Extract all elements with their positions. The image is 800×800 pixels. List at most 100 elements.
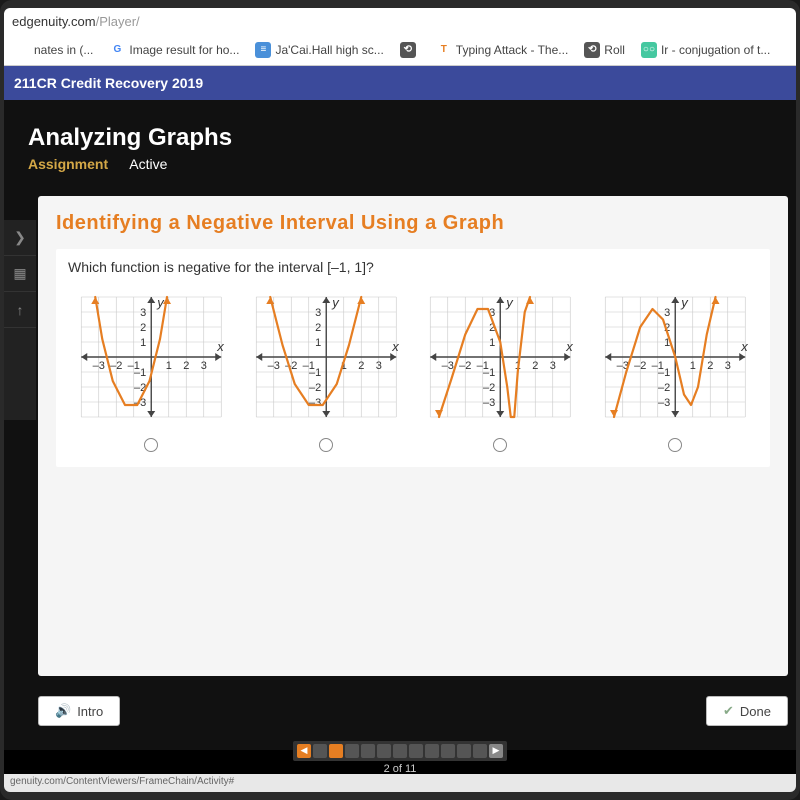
pager-prev[interactable]: ◀	[297, 744, 311, 758]
svg-text:x: x	[565, 339, 573, 354]
bookmark-item[interactable]: ≡Ja'Cai.Hall high sc...	[249, 40, 389, 60]
svg-text:–3: –3	[442, 360, 454, 372]
radio-button[interactable]	[668, 438, 682, 452]
question-text: Which function is negative for the inter…	[68, 259, 758, 275]
bookmark-icon: ⟲	[584, 42, 600, 58]
bookmark-label: Roll	[604, 43, 625, 57]
pager-box[interactable]	[409, 744, 423, 758]
pager-box[interactable]	[377, 744, 391, 758]
url-text: edgenuity.com/Player/	[12, 14, 140, 29]
svg-text:2: 2	[315, 322, 321, 334]
pager-box[interactable]	[329, 744, 343, 758]
svg-text:x: x	[391, 339, 399, 354]
graph: –3–2–1123–3–2–1123xy	[417, 287, 584, 427]
svg-text:–2: –2	[483, 382, 495, 394]
done-label: Done	[740, 704, 771, 719]
bookmark-item[interactable]: TTyping Attack - The...	[430, 40, 575, 60]
bookmarks-bar: nates in (... G Image result for ho... ≡Ja'…	[4, 34, 796, 66]
bookmark-item[interactable]: ⟲ Roll	[578, 40, 631, 60]
svg-text:3: 3	[375, 360, 381, 372]
bookmark-item[interactable]: ⟲	[394, 40, 426, 60]
svg-text:1: 1	[315, 337, 321, 349]
svg-text:3: 3	[550, 360, 556, 372]
check-icon: ✔	[723, 703, 734, 719]
svg-text:–2: –2	[658, 382, 670, 394]
monitor-frame: edgenuity.com/Player/ nates in (... G Imag…	[0, 0, 800, 800]
page-subtitle: Assignment Active	[28, 156, 772, 172]
svg-text:1: 1	[689, 360, 695, 372]
pager-box[interactable]	[345, 744, 359, 758]
question-box: Which function is negative for the inter…	[56, 249, 770, 467]
svg-text:–1: –1	[658, 367, 670, 379]
intro-button[interactable]: 🔊 Intro	[38, 696, 120, 726]
svg-text:3: 3	[140, 307, 146, 319]
pager-box[interactable]	[313, 744, 327, 758]
graph-option[interactable]: –3–2–1123–3–2–1123xy	[592, 287, 759, 457]
bookmark-item[interactable]: G Image result for ho...	[103, 40, 245, 60]
content-card: Identifying a Negative Interval Using a …	[38, 196, 788, 676]
pager-box[interactable]	[361, 744, 375, 758]
rail-icon-2[interactable]: ▦	[4, 256, 36, 292]
svg-text:–2: –2	[634, 360, 646, 372]
svg-text:–3: –3	[93, 360, 105, 372]
svg-text:x: x	[740, 339, 748, 354]
svg-text:–3: –3	[267, 360, 279, 372]
bookmark-item[interactable]: ○○Ir - conjugation of t...	[635, 40, 776, 60]
course-title-bar: 211CR Credit Recovery 2019	[4, 66, 796, 100]
done-button[interactable]: ✔ Done	[706, 696, 788, 726]
bookmark-label: Image result for ho...	[129, 43, 239, 57]
intro-label: Intro	[77, 704, 103, 719]
svg-text:1: 1	[489, 337, 495, 349]
pager-text: 2 of 11	[4, 763, 796, 775]
pager-box[interactable]	[473, 744, 487, 758]
graph-option[interactable]: –3–2–1123–3–2–1123xy	[417, 287, 584, 457]
url-bar[interactable]: edgenuity.com/Player/	[4, 8, 796, 34]
svg-text:–3: –3	[309, 397, 321, 409]
graph-option[interactable]: –3–2–1123–3–2–1123xy	[243, 287, 410, 457]
rail-icon-1[interactable]: ❯	[4, 220, 36, 256]
assignment-label: Assignment	[28, 156, 108, 172]
graph-option[interactable]: –3–2–1123–3–2–1123xy	[68, 287, 235, 457]
page-header: Analyzing Graphs Assignment Active	[4, 100, 796, 184]
screen: edgenuity.com/Player/ nates in (... G Imag…	[4, 8, 796, 792]
radio-button[interactable]	[493, 438, 507, 452]
status-bar: genuity.com/ContentViewers/FrameChain/Ac…	[4, 774, 796, 792]
pager-box[interactable]	[425, 744, 439, 758]
rail-icon-3[interactable]: ↑	[4, 292, 36, 328]
bookmark-item[interactable]: nates in (...	[8, 40, 99, 60]
bottom-bar: 🔊 Intro ✔ Done	[38, 696, 788, 726]
pager-box[interactable]	[441, 744, 455, 758]
bookmark-icon: T	[436, 42, 452, 58]
bookmark-icon: ≡	[255, 42, 271, 58]
svg-text:2: 2	[707, 360, 713, 372]
pager-box[interactable]	[457, 744, 471, 758]
pager-next[interactable]: ▶	[489, 744, 503, 758]
svg-text:2: 2	[183, 360, 189, 372]
bookmark-label: Ir - conjugation of t...	[661, 43, 770, 57]
bookmark-icon: ⟲	[400, 42, 416, 58]
svg-text:–2: –2	[309, 382, 321, 394]
graph: –3–2–1123–3–2–1123xy	[243, 287, 410, 427]
svg-text:3: 3	[664, 307, 670, 319]
pager-box[interactable]	[393, 744, 407, 758]
svg-text:3: 3	[724, 360, 730, 372]
active-label: Active	[129, 156, 167, 172]
svg-text:–3: –3	[483, 397, 495, 409]
lesson-area: Analyzing Graphs Assignment Active ❯ ▦ ↑…	[4, 100, 796, 750]
svg-text:–1: –1	[134, 367, 146, 379]
bookmark-label: nates in (...	[34, 43, 93, 57]
svg-text:–3: –3	[658, 397, 670, 409]
radio-button[interactable]	[319, 438, 333, 452]
radio-button[interactable]	[144, 438, 158, 452]
graphs-row: –3–2–1123–3–2–1123xy–3–2–1123–3–2–1123xy…	[68, 287, 758, 457]
svg-text:x: x	[216, 339, 224, 354]
page-title: Analyzing Graphs	[28, 124, 772, 152]
bookmark-icon	[14, 42, 30, 58]
svg-text:3: 3	[315, 307, 321, 319]
svg-text:–1: –1	[483, 367, 495, 379]
svg-text:–2: –2	[459, 360, 471, 372]
svg-text:1: 1	[140, 337, 146, 349]
bookmark-icon: G	[109, 42, 125, 58]
graph: –3–2–1123–3–2–1123xy	[592, 287, 759, 427]
status-text: genuity.com/ContentViewers/FrameChain/Ac…	[10, 776, 234, 787]
